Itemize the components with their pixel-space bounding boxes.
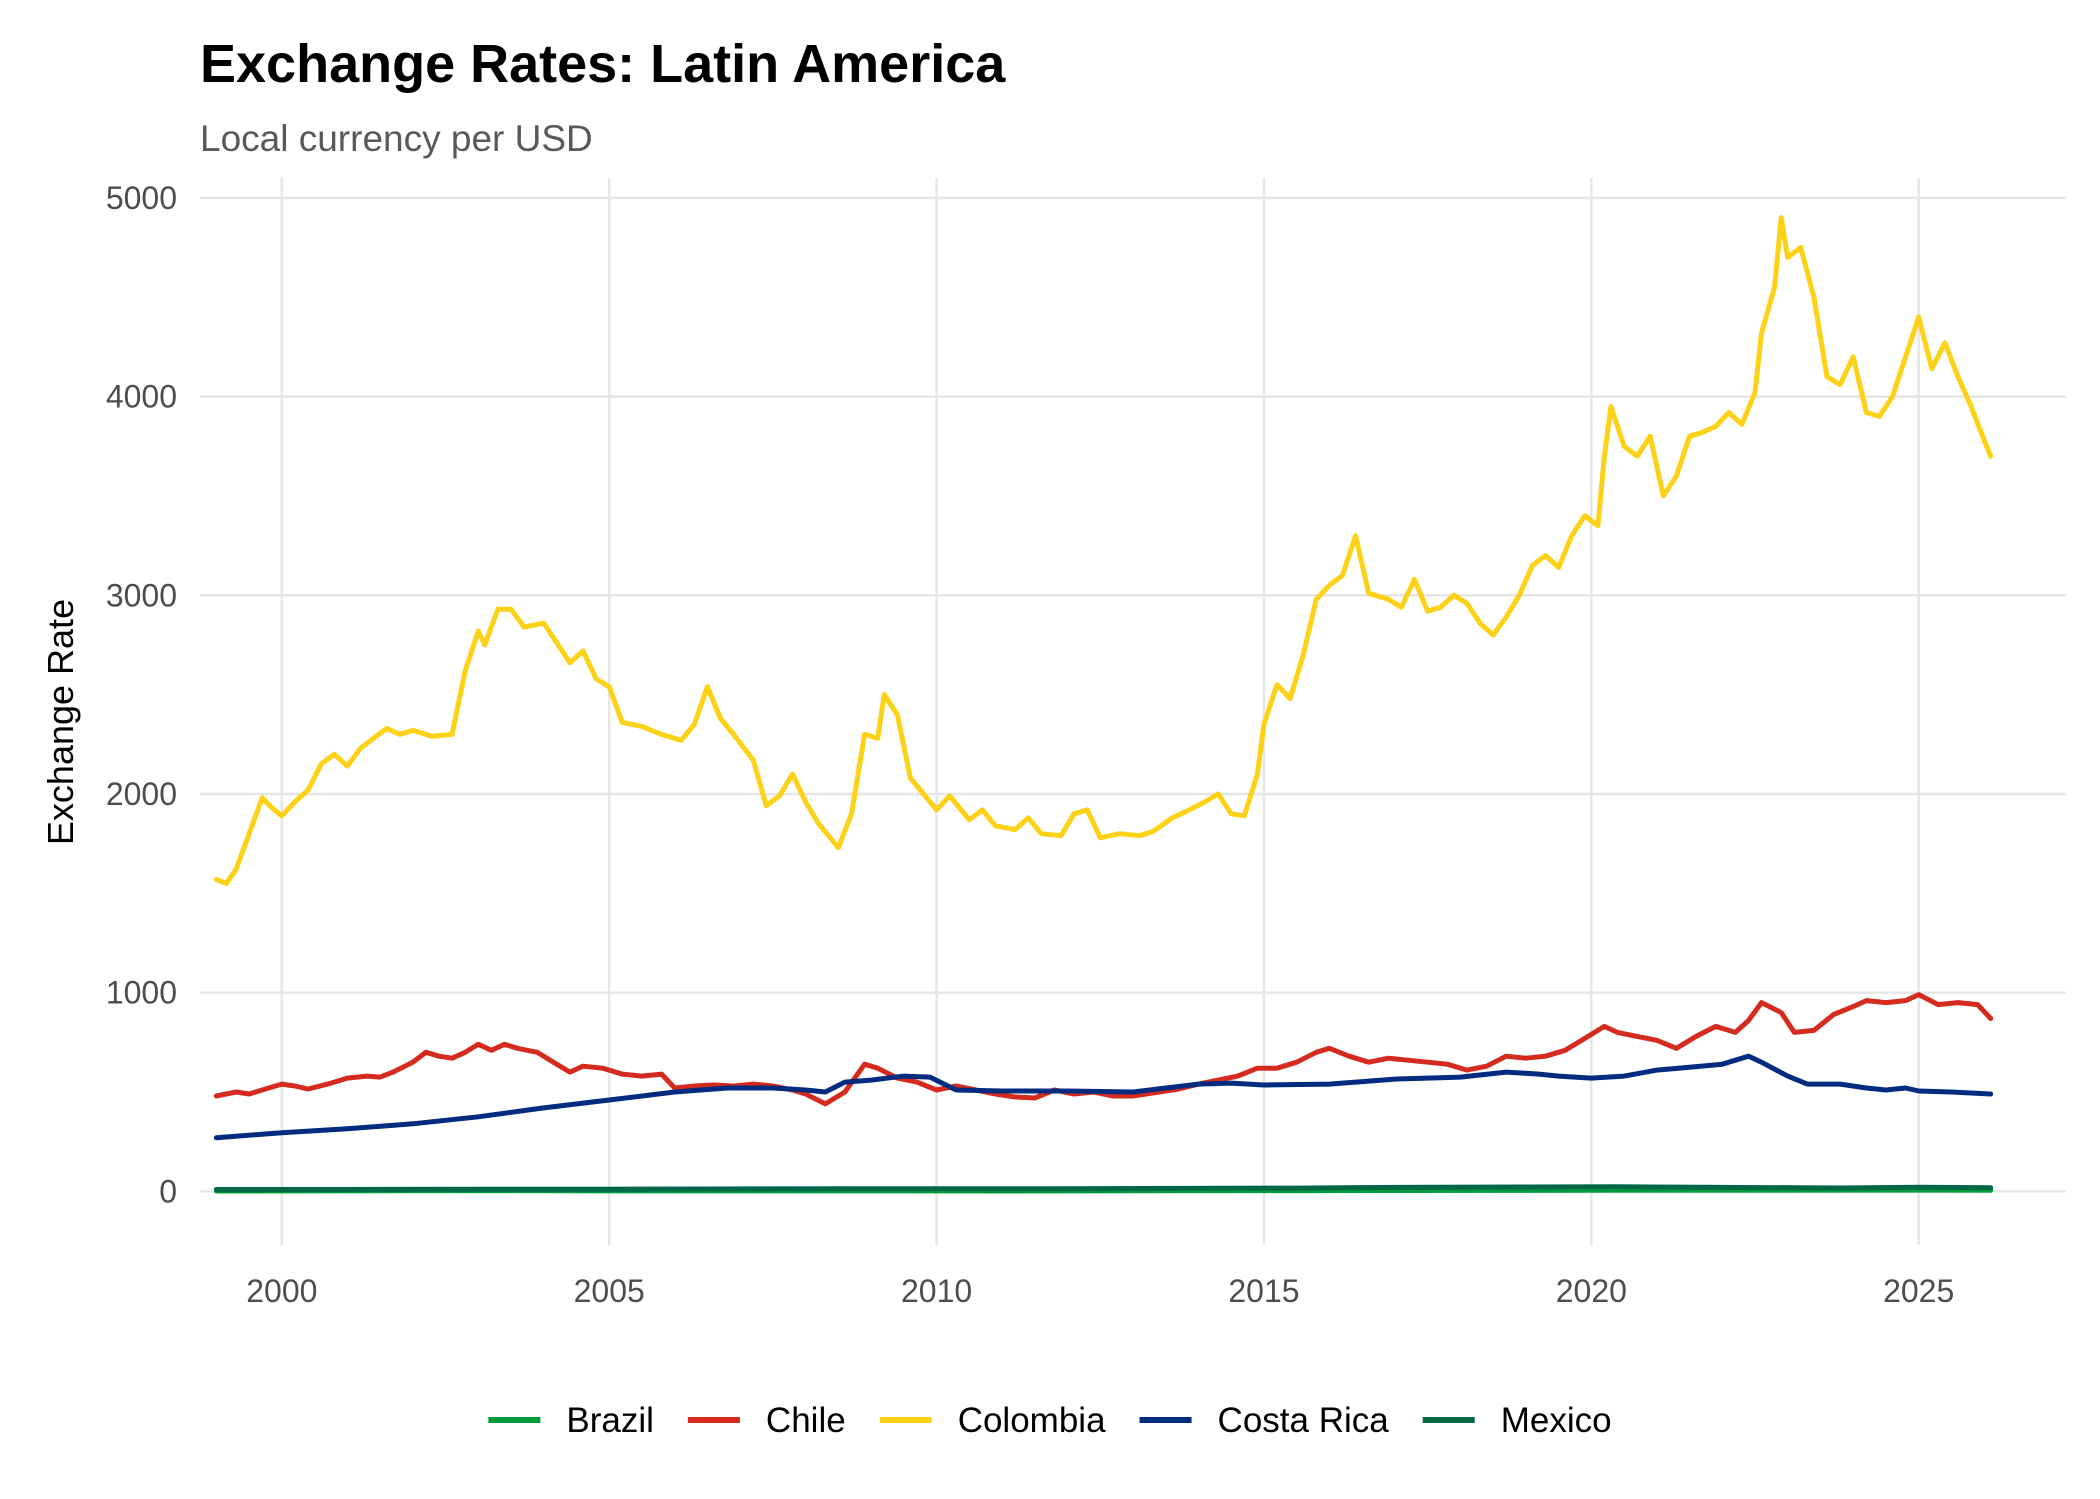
legend-label-brazil: Brazil (566, 1401, 654, 1440)
x-tick-label: 2020 (1556, 1273, 1627, 1309)
series-line-colombia (213, 215, 1994, 886)
series-layer (213, 215, 1994, 1194)
y-axis-title: Exchange Rate (40, 599, 81, 845)
y-tick-label: 0 (159, 1173, 177, 1209)
tick-layer: 0 1000 2000 3000 4000 5000 2000 2005 2010 2015 202… (106, 180, 1954, 1309)
legend-label-mexico: Mexico (1501, 1401, 1612, 1440)
y-tick-label: 3000 (106, 577, 177, 613)
series-line-chile (213, 992, 1994, 1107)
x-tick-label: 2025 (1883, 1273, 1954, 1309)
legend-label-colombia: Colombia (958, 1401, 1106, 1440)
legend-label-costa-rica: Costa Rica (1218, 1401, 1390, 1440)
y-tick-label: 1000 (106, 975, 177, 1011)
y-tick-label: 5000 (106, 180, 177, 216)
x-tick-label: 2015 (1228, 1273, 1299, 1309)
grid-layer (200, 178, 2066, 1245)
legend-label-chile: Chile (766, 1401, 846, 1440)
legend: Brazil Chile Colombia Costa Rica Mexico (488, 1401, 1612, 1440)
series-line-mexico (213, 1184, 1994, 1192)
series-line-costa-rica (213, 1053, 1994, 1141)
chart-title: Exchange Rates: Latin America (200, 34, 1006, 94)
x-tick-label: 2000 (246, 1273, 317, 1309)
y-tick-label: 4000 (106, 379, 177, 415)
x-tick-label: 2010 (901, 1273, 972, 1309)
y-tick-label: 2000 (106, 776, 177, 812)
x-tick-label: 2005 (574, 1273, 645, 1309)
chart-subtitle: Local currency per USD (200, 118, 593, 159)
